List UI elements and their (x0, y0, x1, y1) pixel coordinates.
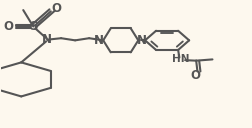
Text: N: N (94, 34, 104, 47)
Text: O: O (190, 69, 200, 82)
Text: N: N (137, 34, 147, 47)
Text: O: O (4, 20, 14, 33)
Text: S: S (29, 20, 38, 33)
Text: N: N (42, 33, 52, 46)
Text: O: O (52, 2, 61, 15)
Text: HN: HN (172, 54, 190, 64)
